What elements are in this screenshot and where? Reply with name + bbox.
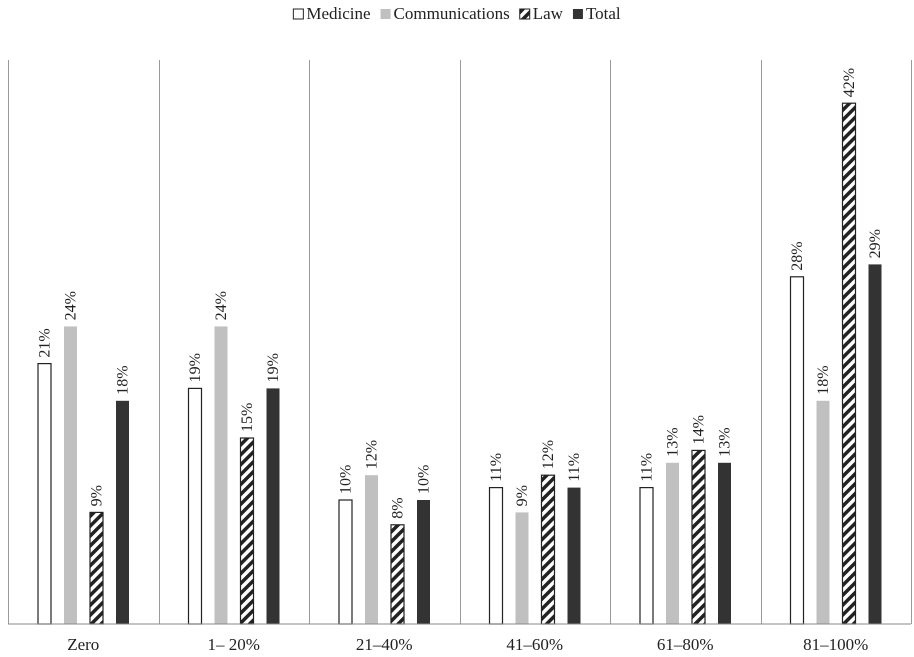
legend-item-communications: Communications [380, 4, 510, 23]
bar-medicine-1-20 [187, 387, 203, 625]
legend: Medicine Communications Law Total [292, 4, 621, 23]
data-label: 28% [789, 241, 806, 270]
x-tick-label: 1– 20% [208, 635, 260, 654]
data-label: 21% [37, 328, 54, 357]
data-label: 9% [89, 485, 106, 506]
bar-communications-41-60 [515, 512, 529, 624]
legend-label: Total [586, 4, 621, 23]
bar-law-21-40 [390, 524, 405, 625]
category-separators [8, 60, 912, 624]
legend-swatch [519, 8, 531, 20]
data-label: 24% [63, 291, 80, 320]
bar-total-81-100 [868, 264, 882, 624]
bar-law-61-80 [691, 449, 706, 625]
x-tick-label: 21–40% [356, 635, 413, 654]
bar-law-41-60 [540, 474, 556, 625]
bar-medicine-21-40 [338, 499, 353, 625]
data-label: 24% [213, 291, 230, 320]
bar-total-41-60 [567, 487, 581, 624]
data-label: 19% [265, 353, 282, 382]
x-tick-label: Zero [67, 635, 99, 654]
bar-communications-21-40 [365, 475, 378, 624]
data-label: 12% [540, 440, 557, 469]
bar-medicine-81-100 [789, 276, 805, 625]
legend-swatch [572, 9, 583, 19]
data-label: 29% [867, 229, 884, 258]
data-label: 13% [665, 427, 682, 456]
x-axis-ticks: Zero 1– 20% 21–40% 41–60% 61–80% 81–100% [67, 635, 868, 654]
data-labels: 21% 19% 10% 11% 11% 28% 24% 24% 12% 9% 13% 18% 9% 15%… [37, 68, 885, 519]
data-label: 19% [187, 353, 204, 382]
bars [37, 102, 882, 625]
data-label: 11% [488, 453, 505, 482]
data-label: 10% [338, 465, 355, 494]
legend-item-medicine: Medicine [292, 4, 371, 23]
data-label: 12% [364, 440, 381, 469]
legend-label: Communications [394, 4, 510, 23]
legend-item-law: Law [519, 4, 564, 23]
legend-item-total: Total [572, 4, 621, 23]
legend-label: Medicine [306, 4, 370, 23]
bar-communications-1-20 [214, 326, 228, 624]
data-label: 8% [390, 497, 407, 518]
bar-total-21-40 [417, 500, 430, 624]
x-tick-label: 41–60% [506, 635, 563, 654]
data-label: 13% [717, 427, 734, 456]
data-label: 11% [639, 453, 656, 482]
data-label: 18% [815, 365, 832, 394]
bar-communications-zero [64, 326, 77, 624]
data-label: 15% [239, 403, 256, 432]
bar-communications-81-100 [816, 400, 830, 624]
x-tick-label: 81–100% [803, 635, 868, 654]
legend-swatch [380, 9, 391, 19]
data-label: 9% [514, 485, 531, 506]
bar-communications-61-80 [666, 462, 679, 624]
bar-medicine-41-60 [488, 487, 504, 625]
bar-law-zero [89, 511, 104, 625]
legend-label: Law [533, 4, 564, 23]
bar-law-81-100 [841, 102, 857, 625]
data-label: 10% [416, 465, 433, 494]
bar-medicine-zero [37, 363, 52, 625]
bar-medicine-61-80 [639, 487, 654, 625]
bar-total-1-20 [266, 388, 280, 624]
data-label: 11% [566, 453, 583, 482]
bar-total-zero [116, 400, 129, 624]
data-label: 42% [841, 68, 858, 97]
bar-law-1-20 [239, 437, 255, 625]
legend-swatch [292, 8, 304, 20]
x-tick-label: 61–80% [657, 635, 714, 654]
bar-total-61-80 [718, 462, 731, 624]
data-label: 18% [115, 365, 132, 394]
data-label: 14% [691, 415, 708, 444]
